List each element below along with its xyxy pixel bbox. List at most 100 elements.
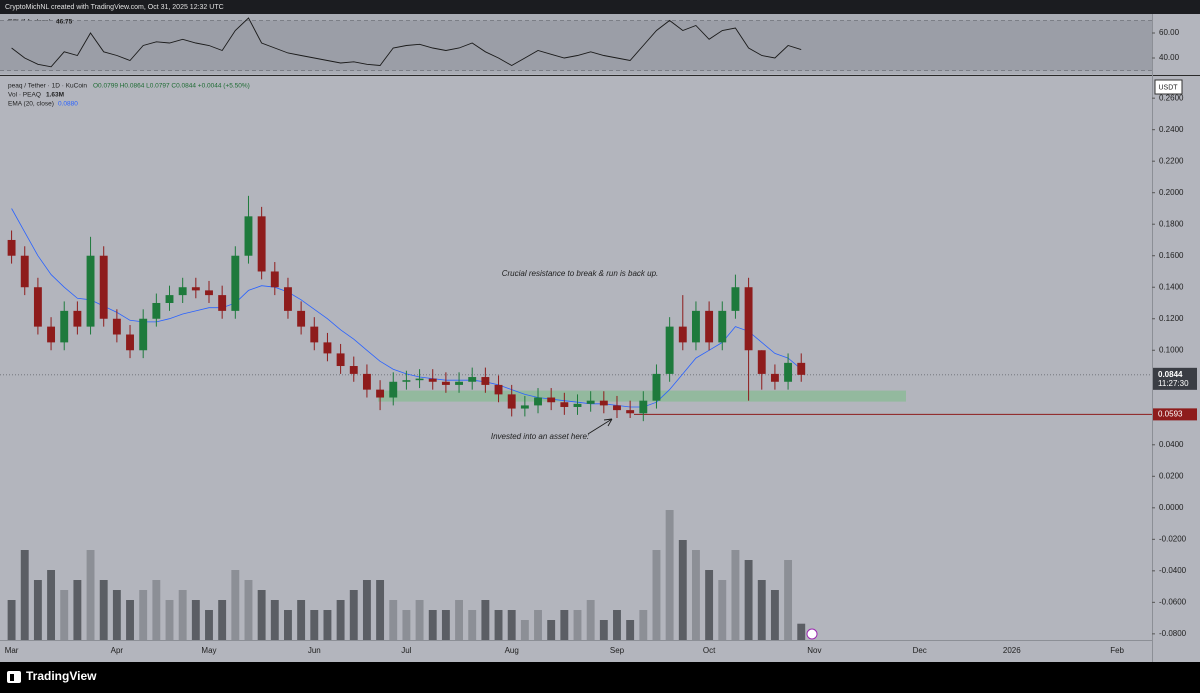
price-tick-label: 0.0200 <box>1159 471 1184 480</box>
volume-bar <box>441 610 450 640</box>
volume-bar <box>297 600 306 640</box>
volume-bar <box>507 610 516 640</box>
volume-bar <box>757 580 766 640</box>
x-tick-label: Jun <box>308 646 321 655</box>
volume-bar <box>178 590 187 640</box>
candle-body <box>718 310 727 343</box>
rsi-band <box>0 20 1152 71</box>
candle-body <box>20 255 29 288</box>
candle-body <box>428 378 437 382</box>
rsi-line <box>11 17 802 68</box>
candle-body <box>60 310 69 343</box>
candle-body <box>731 287 740 311</box>
volume-bar <box>718 580 727 640</box>
price-tick-label: -0.0400 <box>1159 566 1187 575</box>
volume-bar <box>218 600 227 640</box>
candle-body <box>7 239 16 256</box>
candle-body <box>310 326 319 343</box>
volume-bar <box>139 590 148 640</box>
candle-body <box>520 405 529 409</box>
volume-bar <box>231 570 240 640</box>
candle-body <box>757 350 766 374</box>
footer-text: TradingView <box>26 669 97 683</box>
volume-bar <box>705 570 714 640</box>
candle-body <box>126 334 134 351</box>
volume-bar <box>165 600 174 640</box>
annotation: Crucial resistance to break & run is bac… <box>502 269 659 278</box>
candle-body <box>257 216 266 272</box>
candle-body <box>639 400 648 414</box>
candle-body <box>797 362 806 375</box>
volume-bar <box>323 610 332 640</box>
x-tick-label: Mar <box>5 646 19 655</box>
candle-body <box>165 295 174 303</box>
price-tick-label: 0.1000 <box>1159 345 1184 354</box>
volume-bar <box>520 620 529 640</box>
volume-bar <box>599 620 608 640</box>
candle-body <box>178 287 187 296</box>
support-label-box <box>1153 408 1197 421</box>
price-tick-label: 0.0400 <box>1159 440 1184 449</box>
x-tick-label: Nov <box>807 646 821 655</box>
candle-body <box>99 255 108 319</box>
rsi-tick-label: 40.00 <box>1159 53 1180 62</box>
x-tick-label: Aug <box>505 646 519 655</box>
candle-body <box>73 310 82 327</box>
x-tick-label: Feb <box>1110 646 1124 655</box>
candle-body <box>362 373 371 390</box>
volume-bar <box>534 610 542 640</box>
ema-legend: EMA (20, close) <box>8 101 54 108</box>
price-tick-label: -0.0200 <box>1159 534 1187 543</box>
ema-legend-value: 0.0880 <box>58 101 78 108</box>
candle-body <box>692 310 700 343</box>
candle-body <box>784 362 793 382</box>
countdown-label: 11:27:30 <box>1158 379 1189 388</box>
candle-body <box>112 318 121 335</box>
rsi-legend-value: 46.75 <box>56 19 73 26</box>
volume-bar <box>389 600 398 640</box>
candle-body <box>494 384 503 395</box>
candle-body <box>86 255 95 327</box>
volume-bar <box>47 570 56 640</box>
price-tick-label: 0.2200 <box>1159 156 1184 165</box>
price-tick-label: -0.0800 <box>1159 629 1187 638</box>
header-bar <box>0 0 1200 14</box>
ohlc-text: O0.0799 H0.0864 L0.0797 C0.0844 +0.0044 … <box>93 83 250 90</box>
volume-bar <box>376 580 385 640</box>
x-tick-label: 2026 <box>1003 646 1021 655</box>
volume-bar <box>205 610 213 640</box>
volume-bar <box>428 610 437 640</box>
candle-body <box>270 271 279 288</box>
candle-body <box>191 287 200 291</box>
footer-bar <box>0 662 1200 693</box>
candle-body <box>244 216 253 256</box>
volume-bar <box>402 610 411 640</box>
volume-bar <box>797 623 806 640</box>
candle-body <box>705 310 714 343</box>
candle-body <box>323 342 332 354</box>
volume-bar <box>270 600 279 640</box>
volume-legend-value: 1.63M <box>46 92 64 99</box>
candle-body <box>573 403 582 407</box>
header-text: CryptoMichNL created with TradingView.co… <box>5 4 224 11</box>
volume-bar <box>336 600 345 640</box>
x-tick-label: Sep <box>610 646 625 655</box>
volume-bar <box>244 580 253 640</box>
x-tick-label: Oct <box>703 646 716 655</box>
candle-body <box>336 353 345 367</box>
candle-body <box>678 326 687 343</box>
x-tick-label: Apr <box>111 646 124 655</box>
volume-bar <box>126 600 134 640</box>
volume-bar <box>692 550 700 640</box>
main-title: peaq / Tether · 1D · KuCoin <box>8 83 87 90</box>
currency-box <box>1154 79 1183 95</box>
event-icon <box>806 628 818 640</box>
volume-bar <box>639 610 648 640</box>
volume-legend: Vol · PEAQ <box>8 92 41 99</box>
candle-body <box>626 410 635 414</box>
volume-bar <box>191 600 200 640</box>
candle-body <box>481 377 490 385</box>
candle-body <box>507 394 516 409</box>
candle-body <box>652 373 661 401</box>
